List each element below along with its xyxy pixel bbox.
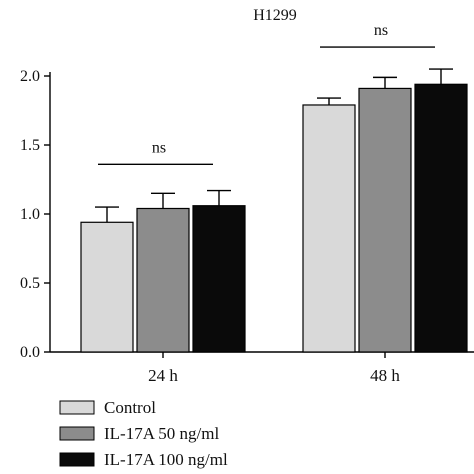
bar-1-48h: [302, 104, 356, 353]
y-tick-label: 0.0: [20, 344, 40, 361]
bar-3-24h: [192, 205, 246, 353]
y-tick-label: 2.0: [20, 68, 40, 85]
significance-label: ns: [374, 22, 388, 39]
bar-2-48h: [358, 87, 412, 353]
chart-title: H1299: [253, 7, 297, 24]
bar-3-48h: [414, 83, 468, 353]
legend-swatch: [59, 452, 95, 467]
y-tick-label: 1.5: [20, 137, 40, 154]
y-tick-label: 1.0: [20, 206, 40, 223]
significance-label: ns: [152, 139, 166, 156]
y-tick-label: 0.5: [20, 275, 40, 292]
legend-label: IL-17A 100 ng/ml: [104, 450, 228, 469]
chart-legend: Control IL-17A 50 ng/ml IL-17A 100 ng/ml: [59, 398, 228, 469]
bar-1-24h: [80, 221, 134, 353]
legend-swatch: [59, 426, 95, 441]
bar-2-24h: [136, 207, 190, 353]
x-tick-label: 48 h: [370, 366, 400, 385]
x-tick-label: 24 h: [148, 366, 178, 385]
legend-label: IL-17A 50 ng/ml: [104, 424, 219, 443]
plot-area: 0.0 0.5 1.0 1.5 2.0 24 h 48 h ns ns: [20, 22, 474, 385]
legend-label: Control: [104, 398, 156, 417]
legend-swatch: [59, 400, 95, 415]
